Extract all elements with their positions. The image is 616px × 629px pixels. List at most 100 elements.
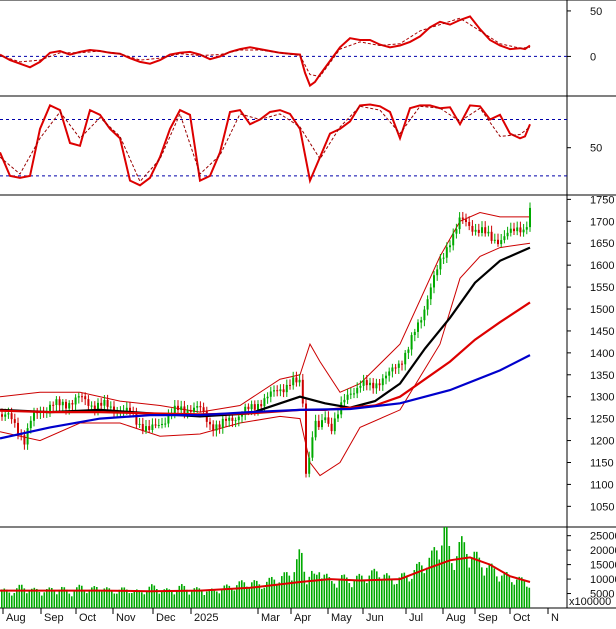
candle-body	[385, 375, 387, 379]
candle-body	[359, 385, 362, 388]
y-tick-label-volume: 15000	[590, 560, 616, 572]
y-tick-label-price: 1150	[590, 457, 614, 469]
volume-bar	[36, 588, 38, 608]
volume-bar	[173, 594, 176, 608]
candle-body	[199, 406, 202, 408]
volume-bar	[138, 590, 141, 608]
volume-bar	[501, 575, 503, 608]
candle-body	[487, 231, 490, 234]
volume-bar	[521, 577, 523, 608]
candle-body	[100, 402, 103, 406]
volume-bar	[53, 590, 56, 608]
candle-body	[68, 403, 71, 409]
volume-bar	[288, 575, 291, 608]
moving-average-line-3	[0, 354, 531, 440]
y-tick-label-price: 1200	[590, 436, 614, 448]
volume-bar	[76, 587, 78, 608]
volume-bar	[41, 595, 43, 608]
volume-bar	[241, 580, 243, 608]
y-tick-label-price: 1250	[590, 414, 614, 426]
volume-bar	[466, 553, 468, 608]
x-tick-label: Mar	[261, 612, 280, 624]
volume-bar	[396, 583, 398, 608]
y-tick-label-volume: 20000	[590, 545, 616, 557]
volume-bar	[423, 573, 426, 608]
y-tick-label-price: 1600	[590, 260, 614, 272]
candle-body	[84, 396, 87, 400]
volume-bar	[416, 563, 418, 608]
candle-body	[247, 406, 250, 410]
volume-bar	[463, 542, 466, 608]
y-tick-label-price: 1750	[590, 194, 614, 206]
candle-body	[212, 424, 215, 431]
volume-bar	[176, 590, 178, 608]
volume-bar	[321, 578, 323, 608]
candle-body	[145, 426, 147, 431]
volume-bar	[301, 552, 303, 608]
y-tick-label-volume: 5000	[590, 589, 614, 601]
candle-body	[343, 399, 346, 403]
volume-bar	[468, 567, 471, 608]
volume-bar	[286, 572, 288, 608]
volume-bar	[206, 591, 208, 608]
volume-bar	[23, 588, 26, 608]
volume-bar	[428, 557, 431, 608]
volume-bar	[528, 587, 531, 608]
x-tick-label: Sep	[44, 612, 64, 624]
candle-body	[433, 275, 435, 288]
volume-bar	[291, 580, 293, 608]
volume-bar	[71, 596, 73, 608]
candle-body	[465, 219, 467, 222]
candle-body	[468, 221, 471, 226]
volume-bar	[471, 557, 473, 608]
volume-bar	[343, 574, 346, 608]
volume-bar	[513, 584, 516, 608]
volume-bar	[421, 565, 423, 608]
candle-body	[90, 405, 93, 407]
volume-bar	[116, 593, 118, 608]
candle-body	[493, 239, 496, 241]
volume-bar	[133, 590, 136, 608]
volume-bar	[461, 536, 463, 608]
candle-body	[484, 227, 487, 234]
candle-body	[497, 239, 499, 245]
candle-body	[17, 422, 19, 435]
x-tick-label: May	[331, 612, 352, 624]
candle-body	[301, 379, 304, 404]
volume-bar	[256, 580, 258, 608]
candle-body	[509, 228, 512, 233]
candle-body	[164, 423, 167, 425]
volume-bar	[268, 577, 271, 608]
volume-bar	[163, 589, 166, 608]
candle-body	[413, 331, 416, 336]
volume-bar	[491, 563, 493, 608]
y-tick-label-price: 1050	[590, 501, 614, 513]
volume-bar	[453, 569, 456, 608]
candle-body	[196, 406, 199, 408]
volume-bar	[308, 576, 311, 608]
stochastic-main-line	[0, 103, 531, 187]
volume-bar	[433, 547, 436, 608]
stochastic-signal-line	[0, 105, 531, 183]
candle-body	[61, 401, 64, 406]
volume-bar	[276, 584, 278, 608]
candle-body	[391, 367, 394, 372]
volume-bar	[113, 593, 116, 608]
candle-body	[4, 414, 7, 417]
candle-body	[375, 383, 378, 389]
volume-bar	[323, 574, 326, 608]
volume-bar	[338, 580, 341, 608]
volume-bar	[436, 550, 438, 608]
candle-body	[253, 404, 256, 410]
y-tick-label-price: 1450	[590, 326, 614, 338]
candle-body	[129, 407, 131, 413]
volume-bar	[358, 573, 361, 608]
volume-bar	[388, 575, 391, 608]
y-tick-label-price: 1700	[590, 216, 614, 228]
candle-body	[202, 407, 205, 412]
candle-body	[189, 410, 192, 412]
volume-bar	[341, 575, 343, 608]
candle-body	[401, 363, 403, 365]
candle-body	[333, 418, 336, 432]
volume-bar	[83, 590, 86, 608]
